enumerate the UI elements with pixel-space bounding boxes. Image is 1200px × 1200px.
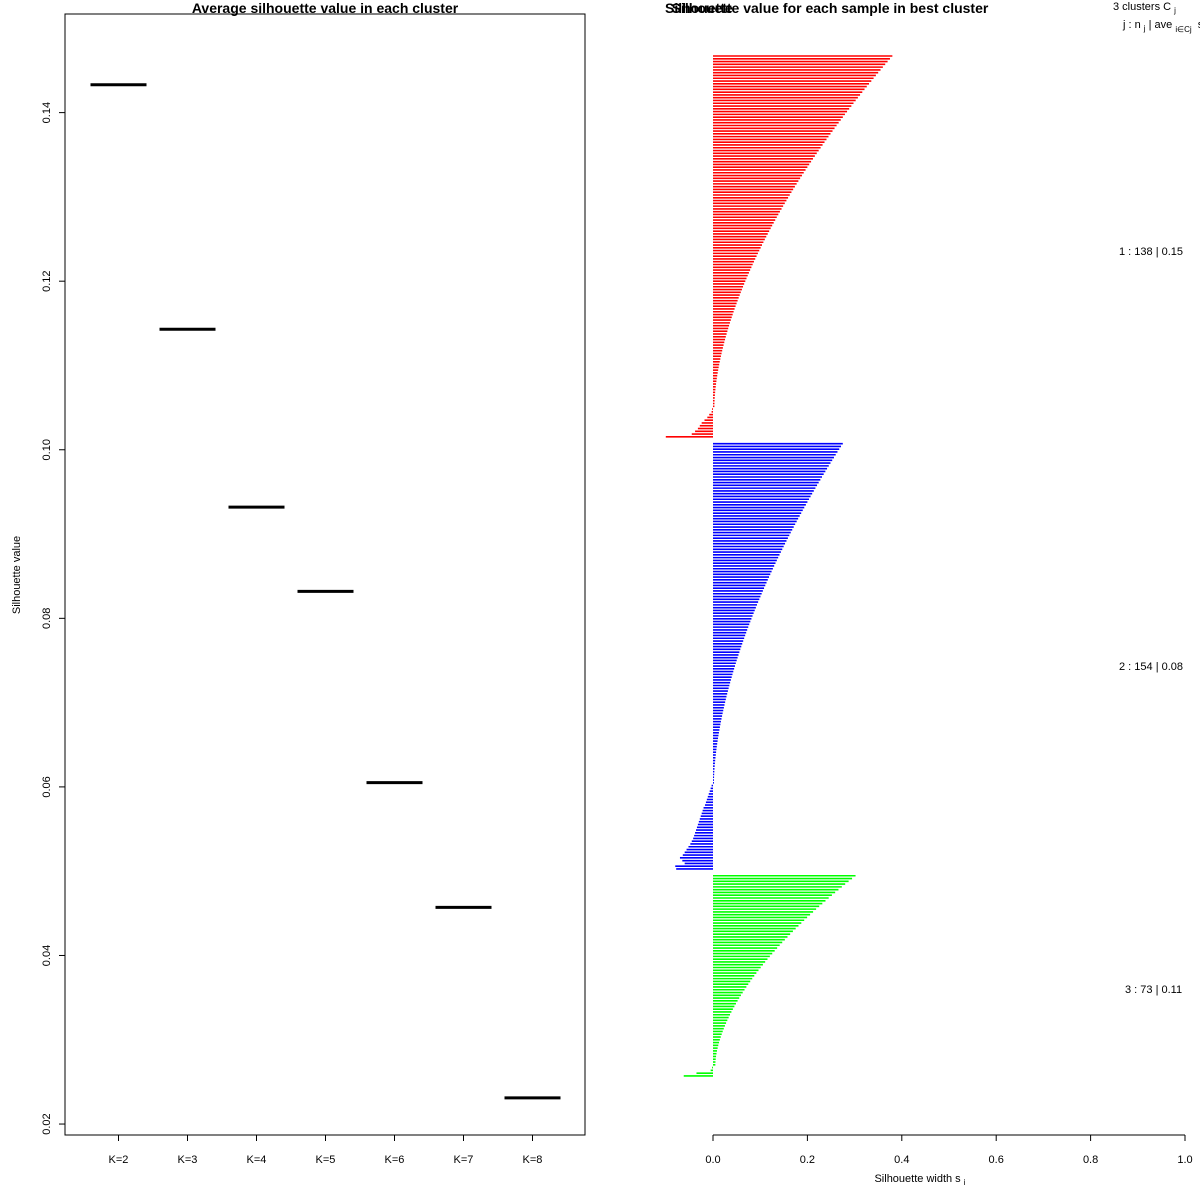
left-x-tick-label: K=7	[454, 1154, 474, 1166]
right-chart-title: Silhouette value for each sample in best…	[672, 0, 989, 16]
left-marks	[90, 83, 561, 1100]
legend-header-1: 3 clusters C j	[1113, 1, 1176, 15]
legend-header-1-sub: j	[1173, 6, 1176, 15]
right-chart-overlap-title: Silhouette	[665, 0, 733, 16]
legend-header-2-p2: | ave	[1149, 19, 1173, 31]
left-x-tick-label: K=6	[385, 1154, 405, 1166]
right-x-axis-label-sub: i	[964, 1178, 966, 1187]
right-x-axis-label: Silhouette width s i	[874, 1173, 965, 1187]
left-y-axis-label: Silhouette value	[11, 536, 23, 614]
right-x-tick-label: 0.6	[989, 1154, 1004, 1166]
right-x-tick-label: 0.8	[1083, 1154, 1098, 1166]
right-x-tick-label: 1.0	[1177, 1154, 1192, 1166]
left-x-tick-label: K=4	[247, 1154, 267, 1166]
right-x-tick-label: 0.4	[894, 1154, 909, 1166]
left-x-axis: K=2 K=3 K=4 K=5 K=6 K=7 K=8	[109, 1135, 543, 1166]
right-x-axis: 0.0 0.2 0.4 0.6 0.8 1.0	[705, 1134, 1193, 1166]
left-y-tick-label: 0.06	[41, 776, 53, 797]
right-x-tick-label: 0.2	[800, 1154, 815, 1166]
left-x-tick-label: K=3	[178, 1154, 198, 1166]
right-x-tick-label: 0.0	[705, 1154, 720, 1166]
legend-header-2-p4: s	[1198, 19, 1200, 31]
legend-header-2-p1: j	[1143, 24, 1146, 33]
cluster-3-summary: 3 : 73 | 0.11	[1125, 984, 1182, 996]
right-chart: Silhouette value for each sample in best…	[665, 0, 1200, 1187]
legend-header-2: j : n j | ave i∈Cj s i	[1122, 19, 1200, 35]
left-y-tick-label: 0.02	[41, 1113, 53, 1134]
cluster-2-summary: 2 : 154 | 0.08	[1119, 661, 1183, 673]
left-y-tick-label: 0.08	[41, 608, 53, 629]
left-chart: Average silhouette value in each cluster…	[11, 0, 586, 1166]
left-chart-title: Average silhouette value in each cluster	[192, 0, 459, 16]
left-x-tick-label: K=2	[109, 1154, 129, 1166]
left-y-axis: 0.02 0.04 0.06 0.08 0.10 0.12 0.14	[41, 102, 65, 1135]
left-y-tick-label: 0.10	[41, 439, 53, 460]
left-x-tick-label: K=5	[316, 1154, 336, 1166]
legend-header-1-main: 3 clusters C	[1113, 1, 1171, 13]
left-plot-frame	[64, 13, 586, 1136]
left-x-tick-label: K=8	[523, 1154, 543, 1166]
left-y-tick-label: 0.14	[41, 102, 53, 123]
cluster-1-summary: 1 : 138 | 0.15	[1119, 246, 1183, 258]
left-y-tick-label: 0.12	[41, 270, 53, 291]
right-bars	[665, 55, 893, 1077]
right-x-axis-label-main: Silhouette width s	[874, 1173, 961, 1185]
legend-header-2-p0: j : n	[1122, 19, 1141, 31]
legend-header-2-p3: i∈Cj	[1175, 25, 1192, 34]
left-y-tick-label: 0.04	[41, 945, 53, 966]
